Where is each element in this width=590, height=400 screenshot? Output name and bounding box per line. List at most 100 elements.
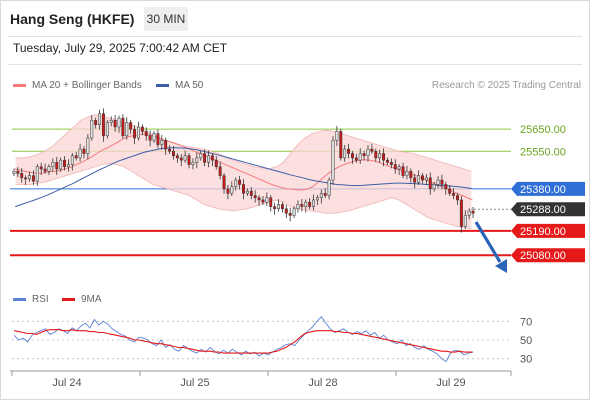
candle-body bbox=[78, 148, 82, 159]
candle-body bbox=[242, 184, 245, 194]
candle-body bbox=[300, 204, 304, 207]
time-label-Jul-24: Jul 24 bbox=[52, 377, 81, 389]
info-divider bbox=[8, 64, 582, 65]
candle-body bbox=[463, 215, 467, 227]
candle-body bbox=[179, 157, 183, 161]
time-label-Jul-29: Jul 29 bbox=[436, 377, 465, 389]
candle-body bbox=[117, 117, 121, 128]
candle-body bbox=[245, 190, 249, 194]
ma20-swatch bbox=[13, 83, 26, 87]
candle-body bbox=[20, 173, 24, 179]
candle-body bbox=[323, 193, 327, 196]
time-axis: Jul 24 Jul 25 Jul 28 Jul 29 bbox=[10, 370, 512, 389]
candle-body bbox=[199, 153, 203, 159]
candle-body bbox=[459, 199, 463, 227]
candle-body bbox=[144, 131, 148, 137]
rsi-tick-30: 30 bbox=[520, 354, 532, 366]
candle-body bbox=[280, 204, 284, 210]
candle-body bbox=[152, 133, 156, 141]
legend-ma20: MA 20 + Bollinger Bands bbox=[13, 80, 142, 91]
candle-body bbox=[249, 190, 253, 196]
candle-body bbox=[195, 157, 199, 163]
rsi-tick-70: 70 bbox=[520, 316, 532, 328]
candle-body bbox=[191, 162, 195, 165]
candle-body bbox=[456, 195, 459, 201]
level-label-25380.00: 25380.00 bbox=[520, 184, 566, 196]
candle-body bbox=[183, 155, 187, 161]
candle-body bbox=[331, 139, 335, 181]
candle-body bbox=[401, 166, 405, 176]
candle-body bbox=[319, 193, 323, 198]
legend-rsi-label: RSI bbox=[32, 294, 49, 305]
legend-ma50-label: MA 50 bbox=[175, 80, 204, 91]
candle-body bbox=[257, 197, 261, 201]
candle-body bbox=[47, 166, 51, 172]
candle-body bbox=[230, 186, 234, 194]
candle-body bbox=[35, 166, 39, 182]
candle-body bbox=[164, 139, 168, 150]
rsi-swatch bbox=[13, 297, 26, 301]
candle-body bbox=[393, 164, 397, 170]
candle-body bbox=[269, 197, 273, 207]
chart-header: Hang Seng (HKFE) 30 MIN bbox=[0, 0, 590, 36]
forecast-arrow bbox=[474, 221, 507, 273]
candle-body bbox=[86, 137, 90, 154]
candle-body bbox=[238, 179, 242, 185]
candle-body bbox=[347, 148, 351, 154]
candle-body bbox=[210, 155, 214, 161]
candle-body bbox=[28, 175, 31, 180]
candle-body bbox=[16, 170, 20, 174]
candle-body bbox=[315, 197, 319, 201]
level-label-25080.00: 25080.00 bbox=[520, 250, 566, 262]
candle-body bbox=[312, 199, 315, 207]
level-tag-25380.00 bbox=[511, 181, 585, 196]
candle-body bbox=[90, 120, 94, 139]
candle-body bbox=[66, 164, 70, 168]
forecast-arrow-head bbox=[495, 259, 507, 273]
candle-body bbox=[378, 153, 382, 159]
candle-body bbox=[214, 159, 218, 168]
candle-body bbox=[156, 133, 160, 145]
level-tag-25080.00 bbox=[511, 248, 585, 263]
candle-body bbox=[467, 210, 471, 216]
candle-body bbox=[39, 166, 43, 170]
candle-body bbox=[428, 177, 432, 190]
candle-body bbox=[448, 188, 452, 194]
time-label-Jul-28: Jul 28 bbox=[308, 377, 337, 389]
candle-body bbox=[31, 175, 35, 182]
candle-body bbox=[226, 188, 230, 194]
candle-body bbox=[444, 184, 448, 190]
candle-body bbox=[175, 155, 179, 159]
candle-body bbox=[335, 131, 339, 141]
rsi-ma-swatch bbox=[62, 297, 75, 301]
candle-body bbox=[136, 126, 140, 139]
candle-body bbox=[362, 153, 366, 156]
candle-body bbox=[129, 122, 133, 130]
candle-body bbox=[113, 120, 117, 128]
candle-body bbox=[133, 128, 137, 139]
candle-body bbox=[253, 195, 257, 198]
candle-body bbox=[59, 159, 63, 170]
candle-body bbox=[327, 179, 331, 196]
legend-ma20-label: MA 20 + Bollinger Bands bbox=[32, 80, 142, 91]
candle-body bbox=[273, 206, 277, 210]
candle-body bbox=[187, 155, 191, 165]
candle-body bbox=[288, 212, 292, 216]
candle-body bbox=[424, 177, 428, 181]
candle-body bbox=[417, 175, 421, 183]
candle-body bbox=[70, 155, 74, 165]
rsi-line bbox=[13, 315, 473, 363]
ma50-swatch bbox=[156, 83, 169, 87]
candle-body bbox=[440, 179, 444, 185]
candle-body bbox=[405, 170, 409, 176]
bollinger-lower bbox=[15, 163, 472, 230]
candle-body bbox=[389, 162, 393, 165]
level-label-25288.00: 25288.00 bbox=[520, 204, 566, 216]
legend-ma50: MA 50 bbox=[156, 80, 203, 91]
candle-body bbox=[304, 201, 308, 207]
candle-body bbox=[222, 175, 226, 190]
level-labels: 25650.00 25550.00 25380.00 25288.00 25190.00… bbox=[511, 124, 585, 263]
candle-body bbox=[234, 179, 238, 187]
interval-button[interactable]: 30 MIN bbox=[144, 7, 188, 31]
